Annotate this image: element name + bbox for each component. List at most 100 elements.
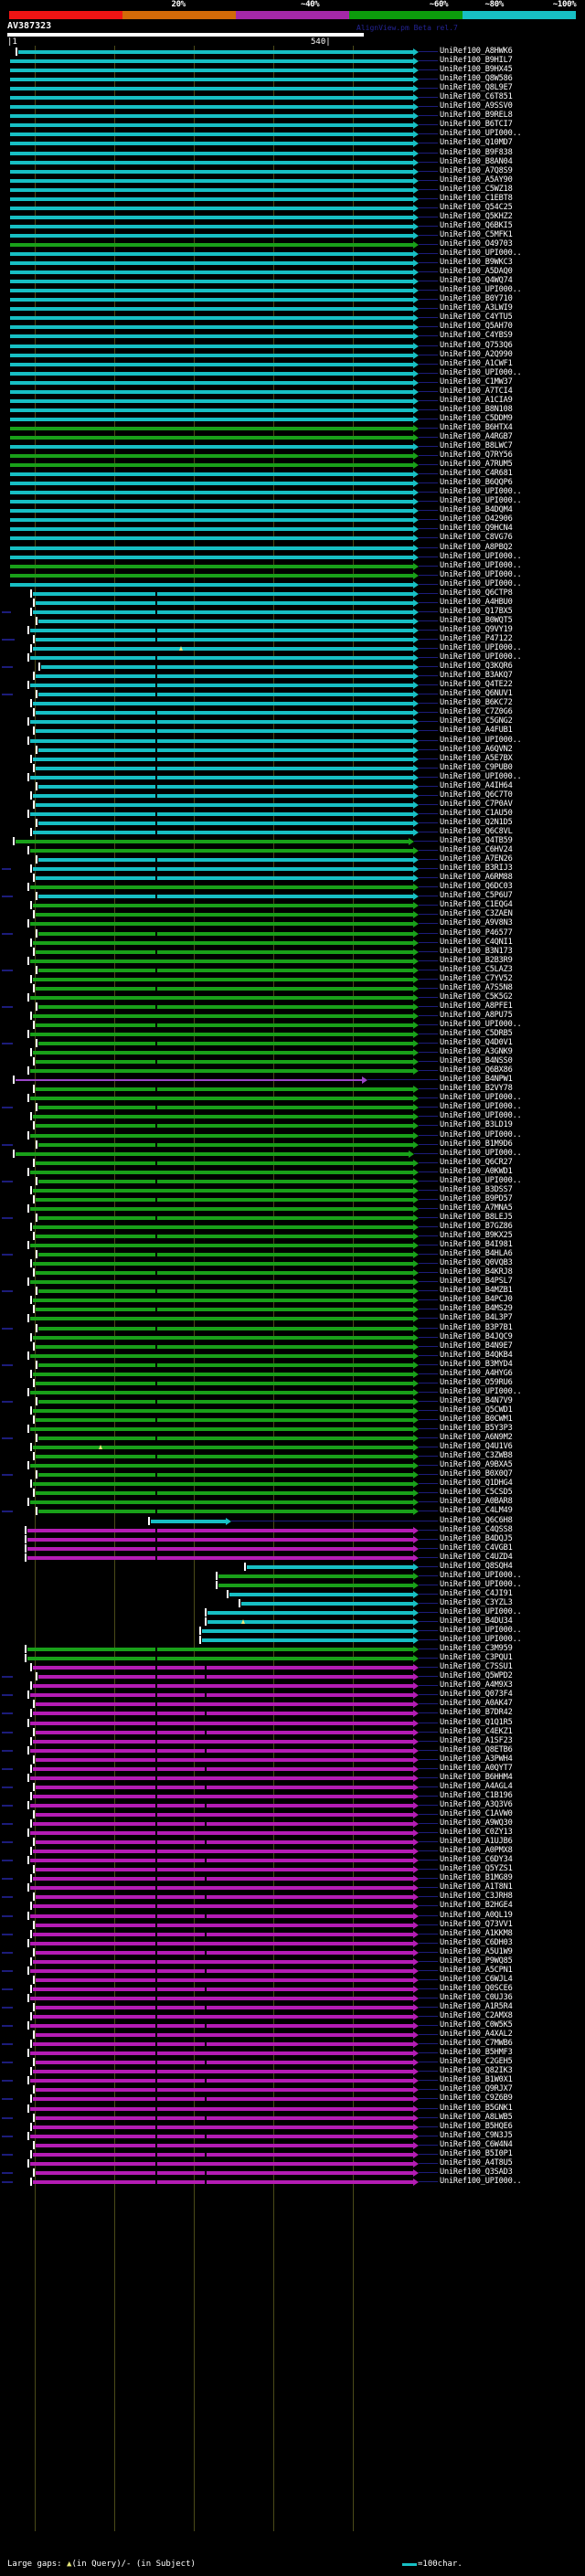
- hit-label[interactable]: UniRef100_C5WZ18: [440, 184, 513, 194]
- hit-label[interactable]: UniRef100_C5P6U7: [440, 891, 513, 901]
- hit-label[interactable]: UniRef100_UPI000..: [440, 249, 522, 259]
- hit-label[interactable]: UniRef100_UPI000..: [440, 569, 522, 579]
- hit-label[interactable]: UniRef100_Q6CR27: [440, 1157, 513, 1167]
- alignment-row[interactable]: UniRef100_Q5KHZ2: [0, 211, 585, 222]
- alignment-row[interactable]: UniRef100_B2VY78: [0, 1084, 585, 1094]
- hit-label[interactable]: UniRef100_C4JI91: [440, 1588, 513, 1598]
- alignment-row[interactable]: UniRef100_A3PWH4: [0, 1754, 585, 1765]
- hit-bar[interactable]: [10, 389, 413, 394]
- alignment-row[interactable]: UniRef100_C3JRH8: [0, 1892, 585, 1902]
- hit-label[interactable]: UniRef100_Q6C8VL: [440, 826, 513, 836]
- hit-label[interactable]: UniRef100_UPI000..: [440, 771, 522, 781]
- hit-bar[interactable]: [10, 573, 413, 578]
- hit-label[interactable]: UniRef100_A4RGB7: [440, 431, 513, 441]
- alignment-row[interactable]: UniRef100_Q6C8VL: [0, 826, 585, 837]
- alignment-row[interactable]: UniRef100_A4HBU0: [0, 598, 585, 608]
- hit-label[interactable]: UniRef100_C1AU50: [440, 808, 513, 818]
- hit-bar[interactable]: [37, 931, 413, 936]
- alignment-row[interactable]: UniRef100_C7SSU1: [0, 1662, 585, 1672]
- hit-label[interactable]: UniRef100_A5DAQ0: [440, 267, 513, 277]
- hit-label[interactable]: UniRef100_A5AY90: [440, 175, 513, 185]
- hit-bar[interactable]: [35, 2088, 413, 2093]
- hit-label[interactable]: UniRef100_A0BAR8: [440, 1497, 513, 1507]
- hit-label[interactable]: UniRef100_Q5KHZ2: [440, 211, 513, 221]
- hit-label[interactable]: UniRef100_Q8W586: [440, 74, 513, 84]
- alignment-row[interactable]: UniRef100_A7MNA5: [0, 1203, 585, 1214]
- hit-label[interactable]: UniRef100_B9REL8: [440, 111, 513, 121]
- hit-label[interactable]: UniRef100_Q6BKI5: [440, 220, 513, 230]
- hit-label[interactable]: UniRef100_Q073F4: [440, 1690, 513, 1700]
- hit-bar[interactable]: [37, 784, 413, 789]
- hit-bar[interactable]: [35, 1060, 413, 1065]
- hit-bar[interactable]: [10, 500, 413, 504]
- hit-bar[interactable]: [35, 2005, 413, 2009]
- hit-bar[interactable]: [29, 2134, 413, 2138]
- hit-bar[interactable]: [10, 252, 413, 257]
- hit-label[interactable]: UniRef100_A7S5N8: [440, 982, 513, 992]
- hit-bar[interactable]: [10, 491, 413, 495]
- hit-label[interactable]: UniRef100_C3ZAEN: [440, 909, 513, 919]
- hit-bar[interactable]: [32, 1904, 413, 1909]
- hit-label[interactable]: UniRef100_B2HGE4: [440, 1901, 513, 1911]
- alignment-row[interactable]: UniRef100_C0ZY13: [0, 1828, 585, 1838]
- hit-bar[interactable]: [35, 1813, 413, 1817]
- alignment-row[interactable]: UniRef100_B4PCJ0: [0, 1295, 585, 1305]
- hit-bar[interactable]: [10, 151, 413, 155]
- hit-bar[interactable]: [35, 913, 413, 917]
- hit-bar[interactable]: [10, 133, 413, 137]
- hit-label[interactable]: UniRef100_UPI000..: [440, 643, 522, 653]
- hit-bar[interactable]: [29, 1033, 413, 1037]
- hit-bar[interactable]: [32, 702, 413, 706]
- hit-bar[interactable]: [35, 1491, 413, 1496]
- hit-label[interactable]: UniRef100_B4HLA6: [440, 1249, 513, 1259]
- hit-label[interactable]: UniRef100_A1SF23: [440, 1735, 513, 1745]
- alignment-row[interactable]: UniRef100_B2HGE4: [0, 1901, 585, 1911]
- hit-label[interactable]: UniRef100_C2GEH5: [440, 2057, 513, 2067]
- alignment-row[interactable]: UniRef100_UPI000..: [0, 771, 585, 782]
- alignment-row[interactable]: UniRef100_Q6DC03: [0, 882, 585, 892]
- hit-bar[interactable]: [32, 2070, 413, 2074]
- hit-bar[interactable]: [10, 69, 413, 73]
- hit-bar[interactable]: [27, 1648, 413, 1652]
- hit-bar[interactable]: [32, 1987, 413, 1991]
- hit-bar[interactable]: [10, 206, 413, 210]
- hit-bar[interactable]: [32, 904, 413, 908]
- hit-label[interactable]: UniRef100_A1T8N1: [440, 1882, 513, 1892]
- alignment-row[interactable]: UniRef100_C4UZD4: [0, 1553, 585, 1563]
- hit-bar[interactable]: [35, 1785, 413, 1789]
- hit-bar[interactable]: [29, 1693, 413, 1698]
- hit-label[interactable]: UniRef100_Q4WQ74: [440, 276, 513, 286]
- hit-label[interactable]: UniRef100_B0WQT5: [440, 615, 513, 625]
- alignment-row[interactable]: UniRef100_C5LAZ3: [0, 965, 585, 975]
- alignment-row[interactable]: UniRef100_C1AU50: [0, 808, 585, 819]
- hit-label[interactable]: UniRef100_C6DH03: [440, 1937, 513, 1947]
- hit-label[interactable]: UniRef100_B3N173: [440, 946, 513, 956]
- alignment-row[interactable]: UniRef100_UPI000..: [0, 1626, 585, 1636]
- alignment-row[interactable]: UniRef100_A4AGL4: [0, 1782, 585, 1792]
- hit-label[interactable]: UniRef100_B9WKC3: [440, 258, 513, 268]
- alignment-row[interactable]: UniRef100_A1CWF1: [0, 359, 585, 369]
- hit-label[interactable]: UniRef100_UPI000..: [440, 367, 522, 377]
- hit-label[interactable]: UniRef100_Q5YZS1: [440, 1864, 513, 1874]
- hit-bar[interactable]: [10, 187, 413, 192]
- hit-bar[interactable]: [29, 738, 413, 743]
- alignment-row[interactable]: UniRef100_A9WQ30: [0, 1818, 585, 1829]
- alignment-row[interactable]: UniRef100_Q8SQH4: [0, 1562, 585, 1572]
- alignment-row[interactable]: UniRef100_UPI000..: [0, 561, 585, 571]
- hit-bar[interactable]: [29, 1748, 413, 1753]
- alignment-row[interactable]: UniRef100_C5DRB5: [0, 1029, 585, 1039]
- alignment-row[interactable]: UniRef100_Q4WQ74: [0, 276, 585, 286]
- alignment-row[interactable]: UniRef100_A5U1W9: [0, 1947, 585, 1957]
- hit-bar[interactable]: [29, 1170, 413, 1174]
- alignment-row[interactable]: UniRef100_A1CIA9: [0, 396, 585, 406]
- hit-label[interactable]: UniRef100_UPI000..: [440, 129, 522, 139]
- hit-bar[interactable]: [35, 1757, 413, 1762]
- hit-label[interactable]: UniRef100_UPI000..: [440, 1570, 522, 1580]
- alignment-row[interactable]: UniRef100_C5P6U7: [0, 891, 585, 901]
- alignment-row[interactable]: UniRef100_B1M9D6: [0, 1140, 585, 1150]
- alignment-row[interactable]: UniRef100_UPI000..: [0, 1111, 585, 1121]
- hit-bar[interactable]: [35, 1417, 413, 1422]
- hit-label[interactable]: UniRef100_A0PMX8: [440, 1846, 513, 1856]
- hit-label[interactable]: UniRef100_B4DU34: [440, 1617, 513, 1627]
- alignment-row[interactable]: UniRef100_C3ZAEN: [0, 909, 585, 919]
